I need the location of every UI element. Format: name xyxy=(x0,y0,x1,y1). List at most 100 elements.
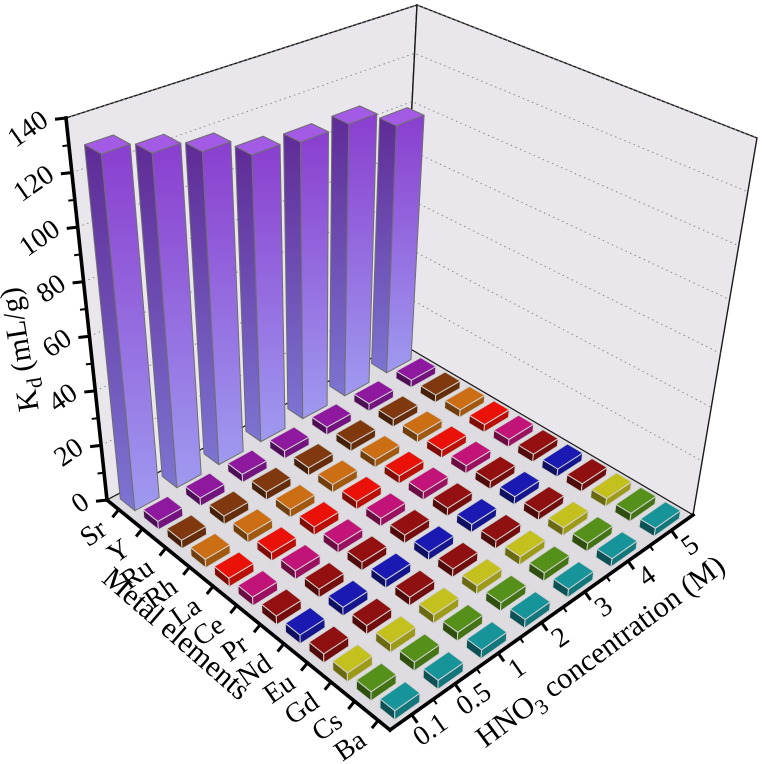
metal-tick-Sr xyxy=(111,508,120,519)
bar-Ba-4 xyxy=(595,531,638,568)
bar-Rh-0.1 xyxy=(190,532,231,569)
bar-Y-2 xyxy=(269,426,310,460)
z-minor-tick xyxy=(97,471,105,475)
bar-Pr-5 xyxy=(517,429,559,463)
bar-Ba-2 xyxy=(509,591,551,629)
bar-Ce-5 xyxy=(492,414,535,448)
bar-La-0.5 xyxy=(256,526,297,562)
bar-Nd-3 xyxy=(455,498,498,534)
bar-Gd-2 xyxy=(461,558,503,595)
bar-Nd-0.5 xyxy=(327,579,369,617)
conc-minor-tick xyxy=(648,545,655,552)
bar-Y-1 xyxy=(227,449,268,483)
gridline-z-20 xyxy=(100,294,703,462)
bar-Ce-2 xyxy=(365,492,407,527)
bar-Ba-5 xyxy=(638,501,682,537)
bar-Ba-1 xyxy=(465,621,508,660)
conc-tick-label-2: 2 xyxy=(546,621,575,654)
bar-La-0.1 xyxy=(213,551,255,588)
bar-Cs-3 xyxy=(528,545,570,582)
bar-Y-5 xyxy=(395,357,437,389)
bars xyxy=(84,105,682,721)
bar-Pr-4 xyxy=(474,455,516,490)
z-major-tick xyxy=(60,171,73,176)
bar-Sr-3 xyxy=(283,123,329,420)
metal-tick-Ru xyxy=(158,546,168,557)
bar-Nd-5 xyxy=(541,443,584,478)
z-tick-label-40: 40 xyxy=(43,377,84,418)
bar-Eu-0.5 xyxy=(351,597,393,635)
bar-Pr-2 xyxy=(389,508,431,544)
bar-Ce-1 xyxy=(322,518,364,554)
bar-Sr-2 xyxy=(234,135,286,443)
bar-Pr-0.1 xyxy=(261,588,302,626)
z-major-tick xyxy=(66,225,78,230)
z-major-tick xyxy=(84,389,96,394)
conc-tick-2 xyxy=(540,621,549,632)
metal-axis-line xyxy=(104,497,393,733)
bar-Rh-0.5 xyxy=(232,508,274,544)
bar-Gd-5 xyxy=(590,472,633,508)
z-tick-label-60: 60 xyxy=(37,323,78,364)
z-tick-label-20: 20 xyxy=(48,432,89,473)
z-tick-label-80: 80 xyxy=(31,268,72,309)
bar-Ru-0.5 xyxy=(208,490,250,525)
bar-Ce-3 xyxy=(407,466,449,501)
conc-tick-0.1 xyxy=(410,713,419,724)
z-tick-label-140: 140 xyxy=(2,104,54,153)
bar-Y-0.5 xyxy=(184,472,226,507)
bar-Nd-2 xyxy=(413,525,455,561)
bar-Eu-4 xyxy=(522,485,565,521)
bar-La-2 xyxy=(341,475,382,510)
metal-tick-Y xyxy=(134,527,144,538)
conc-tick-1 xyxy=(496,652,506,663)
conc-minor-tick xyxy=(432,698,438,705)
metal-tick-Gd xyxy=(323,681,333,691)
bar-Ce-0.1 xyxy=(237,569,279,607)
z-major-tick xyxy=(72,280,84,285)
z-minor-tick xyxy=(74,253,81,257)
bar-Pr-3 xyxy=(431,482,473,517)
z-major-tick xyxy=(54,116,67,121)
bar-Ru-0.1 xyxy=(166,514,208,550)
bar-La-3 xyxy=(383,450,425,485)
conc-minor-tick xyxy=(475,667,481,675)
z-major-tick xyxy=(89,443,102,449)
bar-Eu-2 xyxy=(437,541,479,578)
bar-Ru-1 xyxy=(250,466,292,501)
bar-Ru-3 xyxy=(335,419,377,452)
metal-tick-Nd xyxy=(276,642,286,653)
bar-Ru-4 xyxy=(377,395,419,428)
conc-tick-0.5 xyxy=(453,683,462,693)
bar-Ce-0.5 xyxy=(280,544,321,580)
bar-Nd-1 xyxy=(370,552,412,589)
bar-Y-4 xyxy=(353,380,395,412)
metal-tick-Pr xyxy=(252,623,262,634)
bar-Cs-5 xyxy=(614,486,657,523)
bar-Ce-4 xyxy=(450,440,492,475)
bar-Ba-3 xyxy=(552,561,595,599)
metal-tick-Ba xyxy=(370,719,380,730)
z-minor-tick xyxy=(85,362,93,366)
bar-Eu-3 xyxy=(480,513,522,550)
conc-tick-3 xyxy=(583,590,592,601)
bar-Ba-0.5 xyxy=(422,651,464,690)
z-minor-tick xyxy=(68,198,75,202)
bar-Cs-1 xyxy=(442,604,484,642)
bar-Eu-5 xyxy=(565,457,608,493)
z-major-tick xyxy=(95,498,108,503)
bar-Gd-3 xyxy=(504,529,546,566)
conc-minor-tick xyxy=(605,575,611,582)
metal-tick-La xyxy=(205,585,215,595)
conc-tick-label-3: 3 xyxy=(589,590,618,623)
bar-Y-3 xyxy=(311,403,352,436)
metal-tick-Ce xyxy=(229,604,238,615)
bar-Gd-4 xyxy=(547,501,589,537)
z-major-tick xyxy=(78,334,90,339)
bar-La-1 xyxy=(298,501,340,536)
bar-Sr-5 xyxy=(371,107,425,374)
bar-Cs-0.1 xyxy=(355,662,397,702)
bar-Sr-0.1 xyxy=(84,134,160,512)
